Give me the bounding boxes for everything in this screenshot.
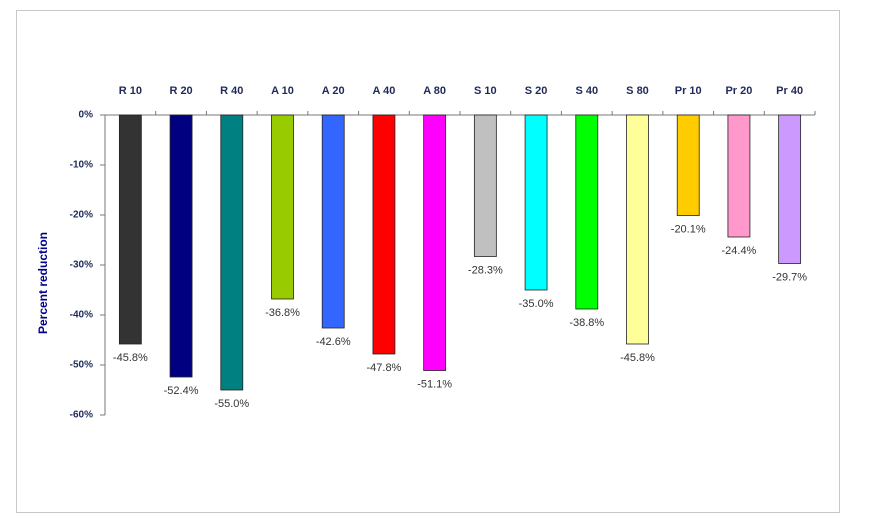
x-tick-label: Pr 10: [675, 85, 702, 97]
value-label: -45.8%: [620, 352, 655, 364]
bar: [169, 114, 193, 378]
x-tick-label: S 80: [626, 85, 649, 97]
value-label: -51.1%: [417, 378, 452, 390]
bar: [321, 114, 345, 329]
value-label: -20.1%: [671, 223, 706, 235]
y-tick-label: 0%: [79, 110, 94, 121]
x-tick-label: A 40: [373, 85, 396, 97]
value-label: -35.0%: [519, 298, 554, 310]
x-tick-label: A 20: [322, 85, 345, 97]
x-tick-label: Pr 40: [776, 85, 803, 97]
x-tick-label: R 10: [119, 85, 142, 97]
bar: [473, 114, 497, 257]
bar: [423, 114, 447, 371]
value-label: -42.6%: [316, 336, 351, 348]
y-tick-label: -60%: [70, 410, 93, 421]
y-axis-title: Percent reduction: [36, 232, 50, 334]
x-tick-label: S 40: [575, 85, 598, 97]
x-tick-label: A 80: [423, 85, 446, 97]
bar: [778, 114, 802, 264]
x-tick-label: R 40: [220, 85, 243, 97]
bar: [575, 114, 599, 310]
y-tick-label: -50%: [70, 360, 93, 371]
bar: [626, 114, 649, 345]
value-label: -36.8%: [265, 307, 300, 319]
y-tick-label: -40%: [70, 310, 93, 321]
x-tick-label: R 20: [169, 85, 192, 97]
x-tick-label: S 20: [525, 85, 548, 97]
x-tick-label: S 10: [474, 85, 497, 97]
y-tick-label: -10%: [70, 160, 93, 171]
value-label: -38.8%: [569, 317, 604, 329]
y-tick-label: -30%: [70, 260, 93, 271]
bar: [118, 114, 142, 345]
bar: [676, 114, 700, 216]
value-label: -28.3%: [468, 264, 503, 276]
bar: [372, 114, 396, 355]
x-tick-label: A 10: [271, 85, 294, 97]
bar: [271, 114, 294, 300]
bar: [220, 114, 244, 391]
x-tick-label: Pr 20: [725, 85, 752, 97]
y-tick-label: -20%: [70, 210, 93, 221]
value-label: -45.8%: [113, 352, 148, 364]
value-label: -55.0%: [214, 398, 249, 410]
bar: [727, 114, 751, 238]
value-label: -47.8%: [366, 362, 401, 374]
value-label: -24.4%: [721, 245, 756, 257]
value-label: -29.7%: [772, 271, 807, 283]
bar: [524, 114, 548, 291]
value-label: -52.4%: [164, 385, 199, 397]
